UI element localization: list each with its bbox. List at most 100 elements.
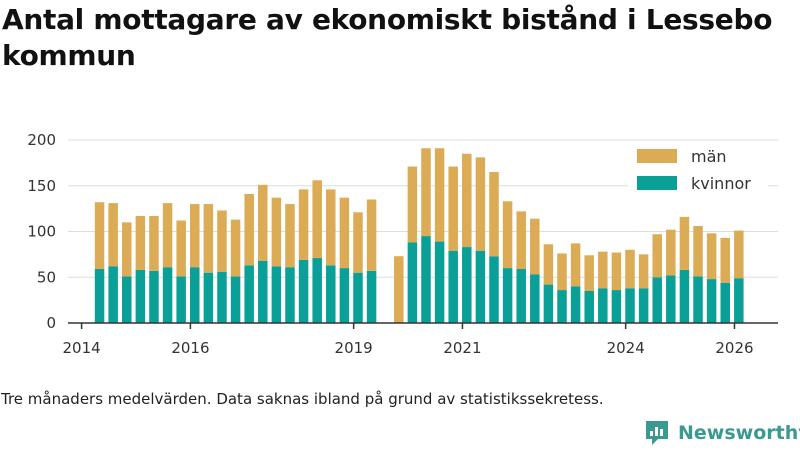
bar-kvinnor — [94, 269, 105, 323]
y-tick-label: 150 — [27, 177, 56, 195]
bar-kvinnor — [720, 282, 730, 323]
bar-man — [570, 243, 581, 287]
bar-kvinnor — [421, 236, 431, 323]
bar-man — [285, 204, 295, 268]
bar-kvinnor — [339, 268, 350, 323]
bar-kvinnor — [693, 276, 703, 323]
bar-kvinnor — [122, 276, 132, 323]
bar-kvinnor — [448, 250, 458, 323]
bar-man — [543, 244, 554, 285]
bar-kvinnor — [489, 256, 499, 323]
bar-kvinnor — [217, 271, 227, 323]
bar-man — [258, 184, 268, 261]
legend-label-man: män — [691, 147, 727, 166]
bar-kvinnor — [502, 268, 513, 323]
bar-man — [625, 249, 635, 289]
bar-kvinnor — [638, 288, 649, 323]
legend-label-kvinnor: kvinnor — [691, 174, 751, 193]
bar-man — [190, 204, 200, 268]
bar-kvinnor — [706, 279, 717, 323]
legend-swatch-kvinnor — [637, 176, 677, 190]
x-tick-label: 2014 — [63, 339, 101, 357]
bar-man — [516, 211, 526, 270]
bar-series — [94, 148, 744, 323]
bar-kvinnor — [462, 247, 472, 323]
bar-kvinnor — [570, 286, 581, 323]
bar-man — [108, 203, 118, 267]
bar-man — [394, 256, 404, 323]
bar-kvinnor — [434, 241, 445, 323]
axes: 0 50 100 150 200 2014 2016 2019 2021 2024 2026 — [27, 131, 778, 357]
bar-man — [502, 201, 513, 269]
bar-man — [693, 226, 703, 277]
bar-kvinnor — [475, 250, 486, 323]
x-tick-label: 2026 — [715, 339, 753, 357]
bar-man — [135, 215, 146, 270]
legend: män kvinnor — [628, 142, 768, 200]
bar-kvinnor — [258, 260, 268, 323]
bar-kvinnor — [625, 288, 635, 323]
bar-kvinnor — [598, 288, 608, 323]
y-tick-label: 100 — [27, 223, 56, 241]
bar-man — [706, 233, 717, 280]
bar-man — [312, 180, 322, 259]
y-tick-label: 200 — [27, 131, 56, 149]
bar-kvinnor — [162, 267, 173, 323]
bar-man — [149, 215, 159, 271]
bar-kvinnor — [530, 274, 540, 323]
bar-kvinnor — [230, 276, 241, 323]
bar-man — [666, 229, 676, 276]
bar-kvinnor — [285, 267, 295, 323]
bar-man — [339, 197, 350, 269]
x-tick-label: 2019 — [335, 339, 373, 357]
bar-man — [217, 210, 227, 272]
bar-kvinnor — [611, 290, 622, 323]
bar-kvinnor — [176, 276, 186, 323]
bar-kvinnor — [679, 269, 690, 323]
bar-man — [366, 199, 377, 271]
bar-man — [162, 203, 173, 268]
bar-man — [448, 166, 458, 251]
bar-man — [407, 166, 418, 243]
bar-man — [652, 234, 662, 278]
bar-man — [489, 172, 499, 257]
brand-logo: Newsworthy — [644, 418, 800, 448]
x-tick-label: 2021 — [443, 339, 481, 357]
chart-title: Antal mottagare av ekonomiskt bistånd i … — [2, 3, 773, 72]
y-tick-label: 50 — [37, 268, 56, 286]
legend-swatch-man — [637, 149, 677, 163]
bar-man — [94, 202, 105, 270]
bar-man — [244, 193, 254, 266]
bar-man — [434, 148, 445, 242]
x-tick-label: 2024 — [607, 339, 645, 357]
bar-kvinnor — [366, 270, 377, 323]
bar-kvinnor — [407, 242, 418, 323]
bar-kvinnor — [652, 277, 662, 323]
bar-kvinnor — [271, 266, 282, 323]
bar-kvinnor — [312, 258, 322, 323]
bar-kvinnor — [584, 290, 594, 323]
bar-man — [611, 252, 622, 291]
bar-kvinnor — [135, 269, 146, 323]
bar-kvinnor — [326, 265, 336, 323]
bar-man — [298, 189, 309, 260]
bar-man — [638, 254, 649, 289]
bar-kvinnor — [734, 278, 744, 323]
bar-man — [326, 189, 336, 266]
bar-kvinnor — [543, 284, 554, 323]
chart-caption: Tre månaders medelvärden. Data saknas ib… — [1, 390, 604, 408]
bar-kvinnor — [190, 267, 200, 323]
bar-man — [176, 220, 186, 277]
bar-man — [557, 253, 567, 291]
bar-man — [598, 251, 608, 289]
bar-kvinnor — [298, 259, 309, 323]
bar-kvinnor — [149, 270, 159, 323]
bar-man — [734, 230, 744, 279]
bar-man — [720, 237, 730, 283]
bar-kvinnor — [353, 272, 363, 323]
bar-kvinnor — [244, 265, 254, 323]
bar-man — [475, 157, 486, 251]
newsworthy-logo-icon — [646, 421, 668, 445]
bar-man — [462, 153, 472, 248]
